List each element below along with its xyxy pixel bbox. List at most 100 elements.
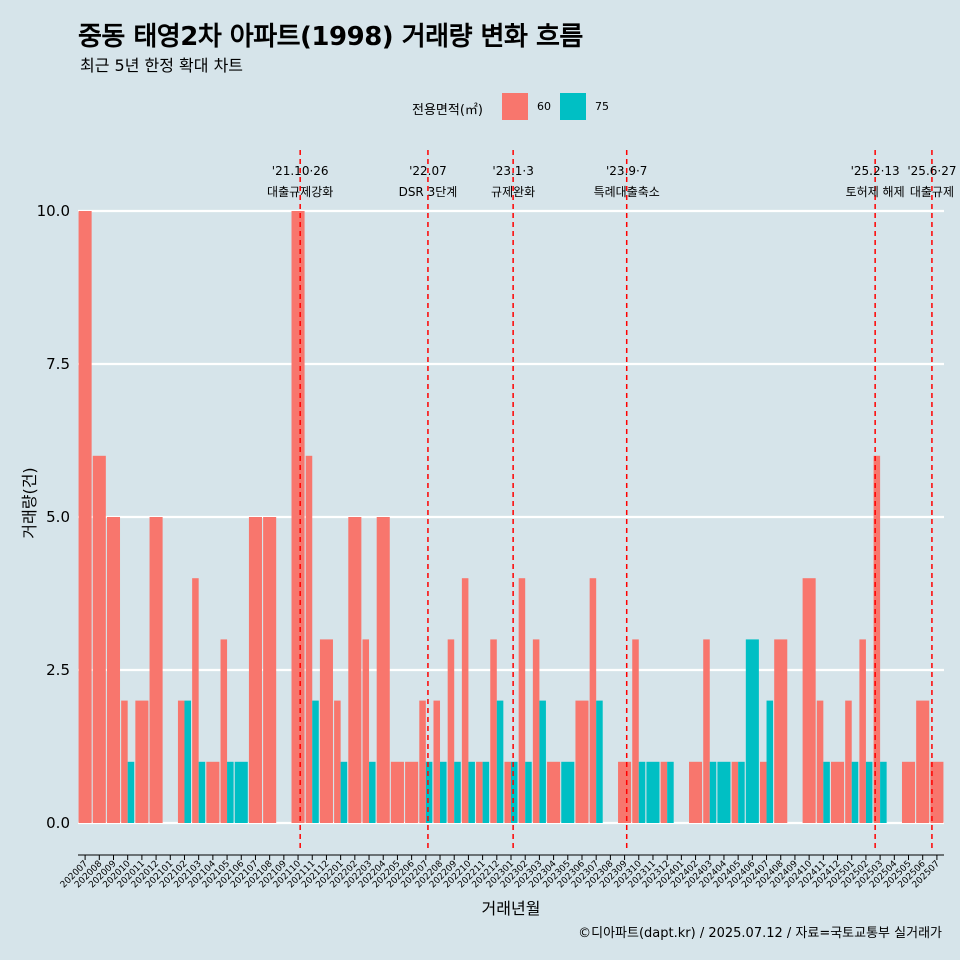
bar-60-202206 xyxy=(405,761,419,823)
event-date: '25.6·27 xyxy=(907,164,956,178)
bar-60-202104 xyxy=(206,761,220,823)
bar-60-202307 xyxy=(589,578,597,823)
bar-75-202203 xyxy=(369,761,376,823)
legend-label-75: 75 xyxy=(595,100,609,113)
bar-75-202312 xyxy=(667,761,674,823)
y-tick-label: 5.0 xyxy=(46,508,70,526)
bar-60-202201 xyxy=(334,700,341,823)
bar-60-202211 xyxy=(476,761,483,823)
bar-60-202010 xyxy=(121,700,128,823)
legend: 전용면적(㎡) 60 75 xyxy=(0,92,960,122)
y-axis: 0.0 2.5 5.0 7.5 10.0 xyxy=(37,202,70,832)
bar-75-202209 xyxy=(454,761,461,823)
event-lines: '21.10·26 대출규제강화 '22.07 DSR 3단계 '23.1·3 규제완화 '… xyxy=(267,150,956,852)
bar-60-202107 xyxy=(248,517,262,823)
bar-60-202205 xyxy=(390,761,404,823)
bar-60-202012 xyxy=(149,517,163,823)
bar-60-202304 xyxy=(547,761,561,823)
event-label: DSR 3단계 xyxy=(399,185,458,199)
source-caption: ©디아파트(dapt.kr) / 2025.07.12 / 자료=국토교통부 실… xyxy=(578,926,942,941)
bar-60-202507 xyxy=(930,761,944,823)
bar-60-202203 xyxy=(362,639,370,823)
bar-60-202306 xyxy=(575,700,589,823)
bar-75-202311 xyxy=(646,761,660,823)
bar-60-202302 xyxy=(518,578,526,823)
bar-60-202310 xyxy=(632,639,639,823)
bar-60-202309 xyxy=(618,761,632,823)
bar-60-202506 xyxy=(916,700,930,823)
bar-75-202407 xyxy=(766,700,774,823)
event-date: '22.07 xyxy=(409,164,447,178)
y-axis-title: 거래량(건) xyxy=(20,467,39,538)
bar-60-202212 xyxy=(490,639,497,823)
bar-75-202405 xyxy=(738,761,745,823)
legend-key-60 xyxy=(502,93,528,120)
bars xyxy=(78,211,944,823)
bar-75-202106 xyxy=(234,761,248,823)
bar-75-202406 xyxy=(745,639,759,823)
bar-75-202212 xyxy=(496,700,504,823)
y-tick-label: 0.0 xyxy=(46,814,70,832)
bar-60-202303 xyxy=(532,639,540,823)
event-label: 대출규제 xyxy=(910,185,954,199)
bar-60-202011 xyxy=(135,700,149,823)
bar-60-202112 xyxy=(319,639,333,823)
legend-key-75 xyxy=(560,93,586,120)
event-label: 대출규제강화 xyxy=(267,185,333,199)
bar-60-202102 xyxy=(177,700,185,823)
x-axis: 2020072020082020092020102020112020122021… xyxy=(59,854,944,890)
bar-60-202408 xyxy=(774,639,788,823)
bar-75-202210 xyxy=(468,761,475,823)
bar-60-202410 xyxy=(802,578,816,823)
bar-60-202503 xyxy=(873,455,881,823)
event-label: 토허제 해제 xyxy=(846,185,905,199)
bar-60-202412 xyxy=(830,761,845,823)
y-tick-label: 2.5 xyxy=(46,661,70,679)
bar-60-202312 xyxy=(660,761,668,823)
bar-60-202204 xyxy=(376,517,390,823)
bar-60-202502 xyxy=(859,639,866,823)
bar-60-202505 xyxy=(901,761,916,823)
bar-75-202502 xyxy=(865,761,873,823)
chart-title: 중동 태영2차 아파트(1998) 거래량 변화 흐름 xyxy=(78,22,583,52)
bar-60-202111 xyxy=(305,455,313,823)
bar-75-202105 xyxy=(227,761,234,823)
event-date: '25.2·13 xyxy=(851,164,900,178)
bar-75-202211 xyxy=(482,761,490,823)
y-tick-label: 7.5 xyxy=(46,355,70,373)
event-date: '23.1·3 xyxy=(492,164,533,178)
legend-label-60: 60 xyxy=(537,100,551,113)
bar-60-202209 xyxy=(447,639,455,823)
bar-75-202302 xyxy=(525,761,532,823)
bar-75-202403 xyxy=(709,761,717,823)
bar-75-202310 xyxy=(638,761,646,823)
bar-60-202103 xyxy=(192,578,199,823)
bar-75-202010 xyxy=(127,761,135,823)
bar-75-202111 xyxy=(312,700,319,823)
event-label: 규제완화 xyxy=(491,185,535,199)
bar-75-202301 xyxy=(511,761,518,823)
bar-75-202201 xyxy=(340,761,348,823)
x-axis-title: 거래년월 xyxy=(482,899,541,918)
bar-60-202402 xyxy=(689,761,703,823)
event-label: 특례대출축소 xyxy=(594,185,660,199)
bar-60-202501 xyxy=(845,700,852,823)
event-date: '21.10·26 xyxy=(272,164,329,178)
bar-60-202407 xyxy=(760,761,767,823)
bar-60-202403 xyxy=(703,639,710,823)
event-date: '23.9·7 xyxy=(606,164,647,178)
bar-60-202009 xyxy=(106,517,121,823)
bar-75-202103 xyxy=(198,761,206,823)
bar-75-202411 xyxy=(823,761,830,823)
bar-75-202303 xyxy=(539,700,546,823)
bar-60-202411 xyxy=(816,700,824,823)
bar-75-202501 xyxy=(851,761,859,823)
bar-60-202108 xyxy=(263,517,277,823)
bar-75-202208 xyxy=(440,761,447,823)
chart-subtitle: 최근 5년 한정 확대 차트 xyxy=(80,56,244,75)
y-tick-label: 10.0 xyxy=(37,202,70,220)
bar-60-202405 xyxy=(731,761,739,823)
bar-75-202503 xyxy=(880,761,887,823)
bar-75-202307 xyxy=(596,700,603,823)
bar-60-202105 xyxy=(220,639,228,823)
